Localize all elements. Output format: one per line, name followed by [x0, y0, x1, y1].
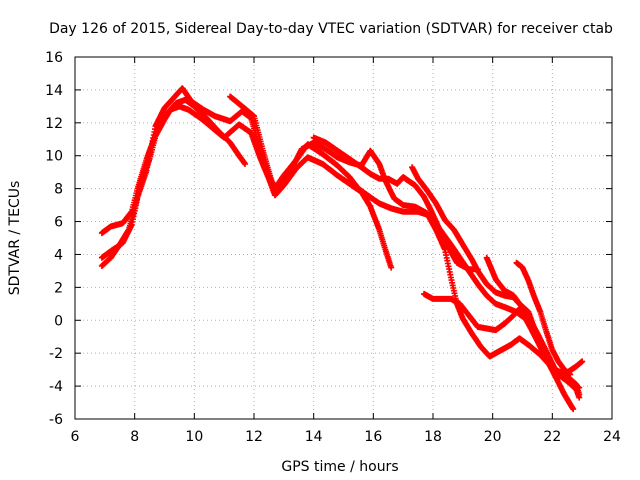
series-markers [98, 96, 248, 237]
x-tick-label: 18 [424, 429, 442, 445]
x-tick-label: 14 [305, 429, 323, 445]
y-tick-label: 2 [54, 280, 63, 296]
y-tick-label: -2 [49, 346, 63, 362]
plot-frame [74, 56, 613, 420]
y-tick-label: 14 [45, 83, 63, 99]
x-tick-label: 16 [364, 429, 382, 445]
y-tick-label: -6 [49, 412, 63, 428]
x-tick-label: 8 [130, 429, 139, 445]
y-axis-label: SDTVAR / TECUs [7, 181, 23, 296]
series-s9 [513, 259, 574, 378]
y-tick-label: 12 [45, 116, 63, 132]
series-s3 [98, 96, 248, 237]
series-s8 [483, 254, 583, 401]
series-markers [513, 259, 574, 378]
y-tick-label: 10 [45, 149, 63, 165]
y-tick-label: 8 [54, 182, 63, 198]
y-tick-label: -4 [49, 379, 63, 395]
x-axis-label: GPS time / hours [281, 459, 398, 475]
x-tick-label: 24 [603, 429, 621, 445]
grid-lines [75, 57, 612, 419]
x-tick-label: 10 [185, 429, 203, 445]
y-tick-label: 6 [54, 215, 63, 231]
data-series [98, 85, 586, 413]
x-tick-label: 20 [484, 429, 502, 445]
chart-title: Day 126 of 2015, Sidereal Day-to-day VTE… [49, 21, 613, 37]
y-tick-label: 0 [54, 313, 63, 329]
y-tick-label: 4 [54, 247, 63, 263]
x-tick-label: 22 [543, 429, 561, 445]
x-tick-label: 6 [71, 429, 80, 445]
y-tick-label: 16 [45, 50, 63, 66]
x-tick-label: 12 [245, 429, 263, 445]
series-markers [483, 254, 583, 401]
